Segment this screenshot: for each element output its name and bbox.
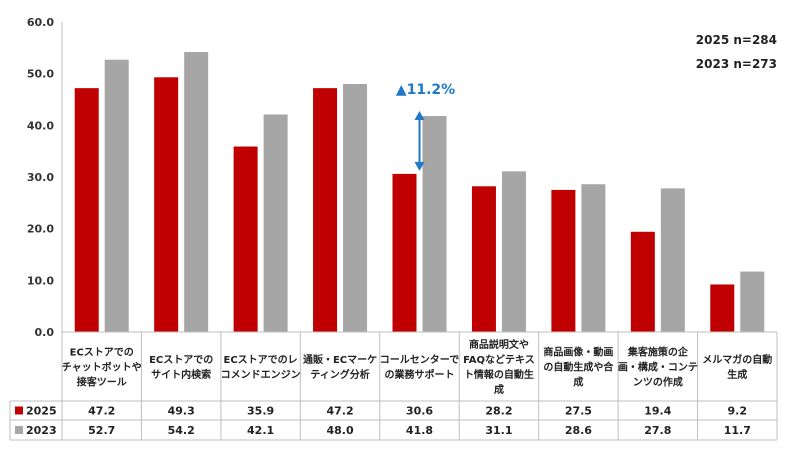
value-cell-2025-1: 49.3	[168, 405, 195, 418]
value-cell-2023-6: 28.6	[565, 424, 592, 437]
category-label-line: の業務サポート	[385, 368, 455, 381]
y-tick-label: 0.0	[35, 326, 55, 339]
value-cell-2023-8: 11.7	[724, 424, 751, 437]
category-label-line: 画・構成・コンテ	[618, 361, 698, 374]
value-cell-2025-6: 27.5	[565, 405, 592, 418]
difference-arrow-head-up	[414, 111, 425, 121]
bar-layer	[74, 51, 765, 333]
category-label-line: ECストアでの	[70, 347, 134, 359]
y-tick-label: 30.0	[27, 171, 54, 184]
value-cell-2023-2: 42.1	[247, 424, 274, 437]
category-label-line: コールセンターで	[380, 354, 459, 366]
category-label-line: 通販・ECマーケ	[303, 353, 377, 366]
value-cell-2023-0: 52.7	[88, 424, 115, 437]
data-table: ECストアでのチャットボットや接客ツールECストアでのサイト内検索ECストアでの…	[9, 331, 778, 441]
difference-annotation-label: ▲11.2%	[396, 82, 455, 98]
sample-size-notes: 2025 n=284 2023 n=273	[696, 33, 777, 71]
category-label-line: 商品画像・動画	[543, 346, 613, 359]
bar-2023-3	[343, 84, 368, 332]
value-cell-2023-4: 41.8	[406, 424, 433, 437]
sample-note-2023: 2023 n=273	[696, 57, 777, 71]
category-label-line: 生成	[727, 368, 747, 381]
legend-label-2023: 2023	[26, 424, 57, 437]
category-label-line: チャットボットや	[62, 361, 142, 374]
bar-2023-2	[263, 114, 288, 332]
value-cell-2025-7: 19.4	[644, 405, 671, 418]
value-cell-2025-4: 30.6	[406, 405, 433, 418]
value-cell-2025-2: 35.9	[247, 405, 274, 418]
category-label-line: メルマガの自動	[702, 353, 772, 366]
category-label-line: 商品説明文や	[469, 338, 529, 351]
category-label-5: 商品説明文や FAQなどテキスト情報の自動生成	[463, 338, 535, 396]
legend-swatch-2025	[15, 406, 23, 415]
bar-2023-8	[740, 271, 765, 332]
y-tick-label: 50.0	[27, 68, 54, 81]
category-label-line: ンツの作成	[633, 376, 683, 389]
value-cell-2025-8: 9.2	[728, 405, 748, 418]
bar-2025-0	[74, 88, 99, 332]
value-cell-2023-5: 31.1	[485, 424, 512, 437]
value-cell-2025-5: 28.2	[485, 405, 512, 418]
bar-2025-4	[392, 173, 417, 332]
y-tick-label: 10.0	[27, 274, 54, 287]
category-label-0: ECストアでのチャットボットや接客ツール	[62, 347, 142, 389]
value-cell-2023-1: 54.2	[168, 424, 195, 437]
bar-2023-1	[184, 51, 209, 332]
category-label-line: ト情報の自動生	[464, 368, 534, 381]
category-label-line: コメンドエンジン	[221, 369, 301, 381]
y-tick-label: 40.0	[27, 119, 54, 132]
bar-2025-7	[630, 231, 655, 332]
category-label-4: コールセンターでの業務サポート	[380, 354, 459, 381]
axis-layer: 0.0 10.0 20.0 30.0 40.0 50.0 60.0	[27, 16, 63, 339]
category-label-8: メルマガの自動生成	[702, 353, 772, 381]
category-label-line: ECストアでのレ	[224, 354, 298, 366]
bar-2025-1	[154, 77, 179, 333]
legend-swatch-2023	[15, 426, 23, 434]
category-label-2: ECストアでのレコメンドエンジン	[221, 354, 301, 381]
category-label-6: 商品画像・動画の自動生成や合成	[543, 346, 614, 389]
category-label-line: 成	[494, 383, 504, 396]
category-label-1: ECストアでのサイト内検索	[149, 354, 213, 381]
category-label-3: 通販・ECマーケティング分析	[303, 353, 377, 381]
bar-2023-4	[422, 116, 447, 333]
bar-2025-3	[313, 88, 338, 332]
category-label-line: 集客施策の企	[627, 346, 689, 359]
bar-2025-8	[710, 284, 735, 332]
y-tick-label: 60.0	[27, 16, 54, 29]
value-cell-2025-3: 47.2	[326, 405, 353, 418]
sample-note-2025: 2025 n=284	[696, 33, 777, 47]
category-label-line: FAQなどテキス	[463, 353, 535, 366]
legend-label-2025: 2025	[26, 405, 57, 418]
bar-2025-2	[233, 146, 258, 332]
category-label-line: の自動生成や合	[543, 361, 614, 374]
category-label-line: サイト内検索	[151, 368, 211, 381]
value-cell-2023-7: 27.8	[644, 424, 671, 437]
difference-arrow-head-down	[414, 161, 425, 171]
bar-2023-0	[104, 59, 129, 332]
bar-2023-7	[660, 188, 685, 332]
y-tick-label: 20.0	[27, 223, 54, 236]
difference-annotation: ▲11.2%	[396, 82, 455, 171]
bar-2025-5	[471, 186, 496, 332]
value-cell-2023-3: 48.0	[326, 424, 353, 437]
bar-2025-6	[551, 189, 576, 332]
value-cell-2025-0: 47.2	[88, 405, 115, 418]
bar-2023-6	[581, 184, 606, 332]
category-label-7: 集客施策の企画・構成・コンテンツの作成	[618, 346, 698, 389]
category-label-line: ティング分析	[310, 368, 369, 381]
bar-2023-5	[501, 171, 526, 332]
category-label-line: 接客ツール	[77, 376, 127, 389]
category-label-line: ECストアでの	[149, 354, 213, 366]
category-label-line: 成	[573, 376, 583, 389]
